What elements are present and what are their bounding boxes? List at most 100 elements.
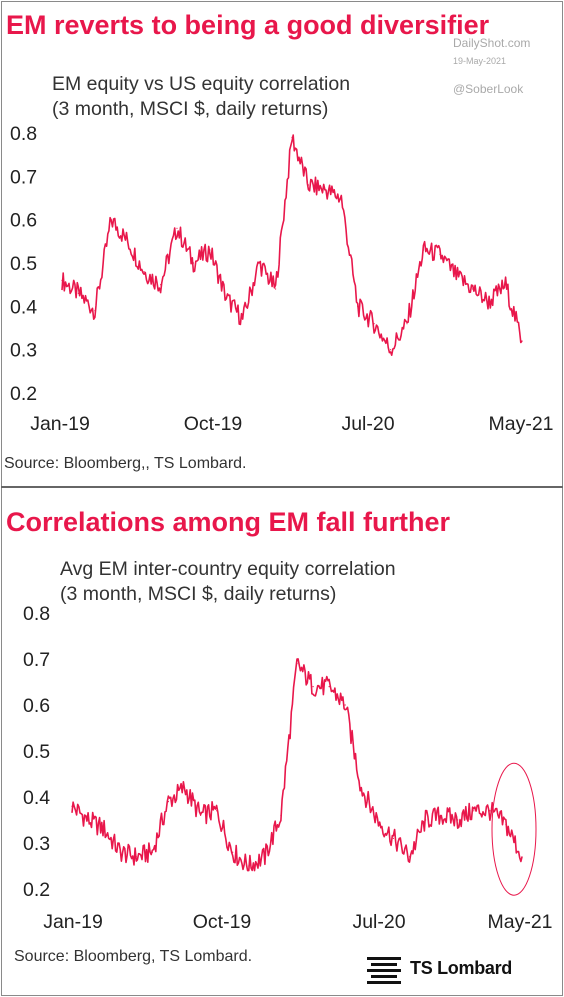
data-point bbox=[248, 865, 250, 867]
data-point bbox=[488, 301, 490, 303]
x-tick-label: Jul-20 bbox=[341, 413, 394, 435]
data-point bbox=[119, 851, 121, 853]
data-point bbox=[441, 814, 443, 817]
panel1-source: Source: Bloomberg,, TS Lombard. bbox=[4, 455, 247, 472]
highlight-circle bbox=[491, 762, 537, 896]
x-tick-label: Jul-20 bbox=[352, 911, 405, 933]
data-point bbox=[280, 814, 282, 817]
data-point bbox=[71, 805, 73, 807]
data-point bbox=[357, 305, 359, 307]
panel2-subtitle-line2: (3 month, MSCI $, daily returns) bbox=[60, 583, 337, 605]
data-point bbox=[77, 292, 79, 294]
data-point bbox=[160, 284, 162, 286]
data-point bbox=[291, 136, 293, 138]
watermark-handle: @SoberLook bbox=[453, 82, 524, 96]
data-point bbox=[232, 851, 234, 853]
data-point bbox=[472, 288, 474, 290]
panel2-source: Source: Bloomberg, TS Lombard. bbox=[14, 948, 253, 965]
data-point bbox=[473, 810, 475, 812]
data-point bbox=[373, 323, 375, 325]
data-point bbox=[264, 856, 266, 858]
data-point bbox=[408, 856, 411, 858]
data-point bbox=[307, 184, 309, 186]
x-tick-label: Oct-19 bbox=[184, 413, 243, 435]
data-point bbox=[360, 787, 362, 789]
data-point bbox=[192, 262, 194, 264]
y-tick-label: 0.4 bbox=[10, 296, 37, 318]
data-point bbox=[324, 188, 326, 190]
data-point bbox=[167, 801, 169, 803]
data-point bbox=[275, 288, 277, 290]
data-point bbox=[94, 310, 96, 312]
data-point bbox=[392, 837, 394, 840]
y-tick-label: 0.3 bbox=[23, 833, 50, 855]
ts-lombard-logo: TS Lombard bbox=[367, 956, 527, 986]
ts-lombard-logo-text: TS Lombard bbox=[410, 958, 513, 978]
x-tick-label: May-21 bbox=[488, 413, 553, 435]
data-point bbox=[61, 279, 63, 281]
panel1-subtitle-line2: (3 month, MSCI $, daily returns) bbox=[52, 98, 329, 120]
data-point bbox=[521, 856, 523, 858]
x-tick-label: Jan-19 bbox=[30, 413, 90, 435]
data-point bbox=[103, 828, 105, 830]
data-point bbox=[521, 340, 523, 342]
y-tick-label: 0.8 bbox=[10, 123, 37, 145]
y-tick-label: 0.7 bbox=[23, 649, 50, 671]
panel1-title: EM reverts to being a good diversifier bbox=[6, 10, 490, 40]
panel1-subtitle-line1: EM equity vs US equity correlation bbox=[52, 73, 351, 95]
y-tick-label: 0.4 bbox=[23, 787, 50, 809]
data-point bbox=[390, 349, 392, 351]
data-point bbox=[127, 240, 129, 242]
x-tick-label: Jan-19 bbox=[43, 911, 103, 933]
data-point bbox=[216, 810, 218, 812]
data-point bbox=[135, 856, 137, 858]
data-point bbox=[110, 219, 112, 221]
data-point bbox=[457, 819, 459, 821]
y-tick-label: 0.3 bbox=[10, 340, 37, 362]
data-point bbox=[425, 819, 427, 821]
data-point bbox=[200, 814, 202, 817]
data-point bbox=[422, 249, 424, 251]
y-tick-label: 0.2 bbox=[10, 383, 37, 405]
data-point bbox=[183, 787, 186, 789]
data-point bbox=[87, 819, 89, 821]
data-point bbox=[143, 271, 145, 273]
watermark-date: 19-May-2021 bbox=[453, 56, 507, 66]
data-point bbox=[376, 819, 378, 821]
data-point bbox=[328, 686, 330, 688]
y-tick-label: 0.5 bbox=[23, 741, 50, 763]
data-point bbox=[242, 318, 244, 320]
data-point bbox=[340, 197, 342, 199]
y-tick-label: 0.7 bbox=[10, 166, 37, 188]
series-line bbox=[61, 134, 523, 357]
data-point bbox=[439, 253, 441, 255]
data-point bbox=[312, 686, 314, 688]
series-line bbox=[71, 658, 523, 872]
data-point bbox=[406, 323, 408, 325]
data-point bbox=[151, 851, 153, 853]
panel2-subtitle-line1: Avg EM inter-country equity correlation bbox=[60, 558, 396, 580]
y-tick-label: 0.2 bbox=[23, 879, 50, 901]
y-tick-label: 0.5 bbox=[10, 253, 37, 275]
data-point bbox=[258, 262, 260, 264]
panel2-title: Correlations among EM fall further bbox=[6, 507, 451, 537]
panel-divider bbox=[1, 486, 563, 488]
data-point bbox=[455, 275, 457, 277]
watermark-site: DailyShot.com bbox=[453, 36, 531, 50]
data-point bbox=[505, 824, 507, 826]
data-point bbox=[489, 810, 491, 812]
ts-lombard-logo-mark-icon bbox=[367, 957, 401, 984]
x-tick-label: Oct-19 bbox=[193, 911, 252, 933]
data-point bbox=[296, 663, 298, 665]
data-point bbox=[505, 284, 507, 286]
x-tick-label: May-21 bbox=[487, 911, 552, 933]
data-point bbox=[176, 227, 178, 229]
data-point bbox=[344, 704, 346, 706]
data-point bbox=[209, 249, 211, 251]
y-tick-label: 0.6 bbox=[10, 210, 37, 232]
y-tick-label: 0.6 bbox=[23, 695, 50, 717]
data-point bbox=[225, 297, 227, 299]
panel1-chart: 0.8 0.7 0.6 0.5 0.4 0.3 0.2 Jan-19 Oct-19 Jul-20 M… bbox=[10, 123, 554, 435]
